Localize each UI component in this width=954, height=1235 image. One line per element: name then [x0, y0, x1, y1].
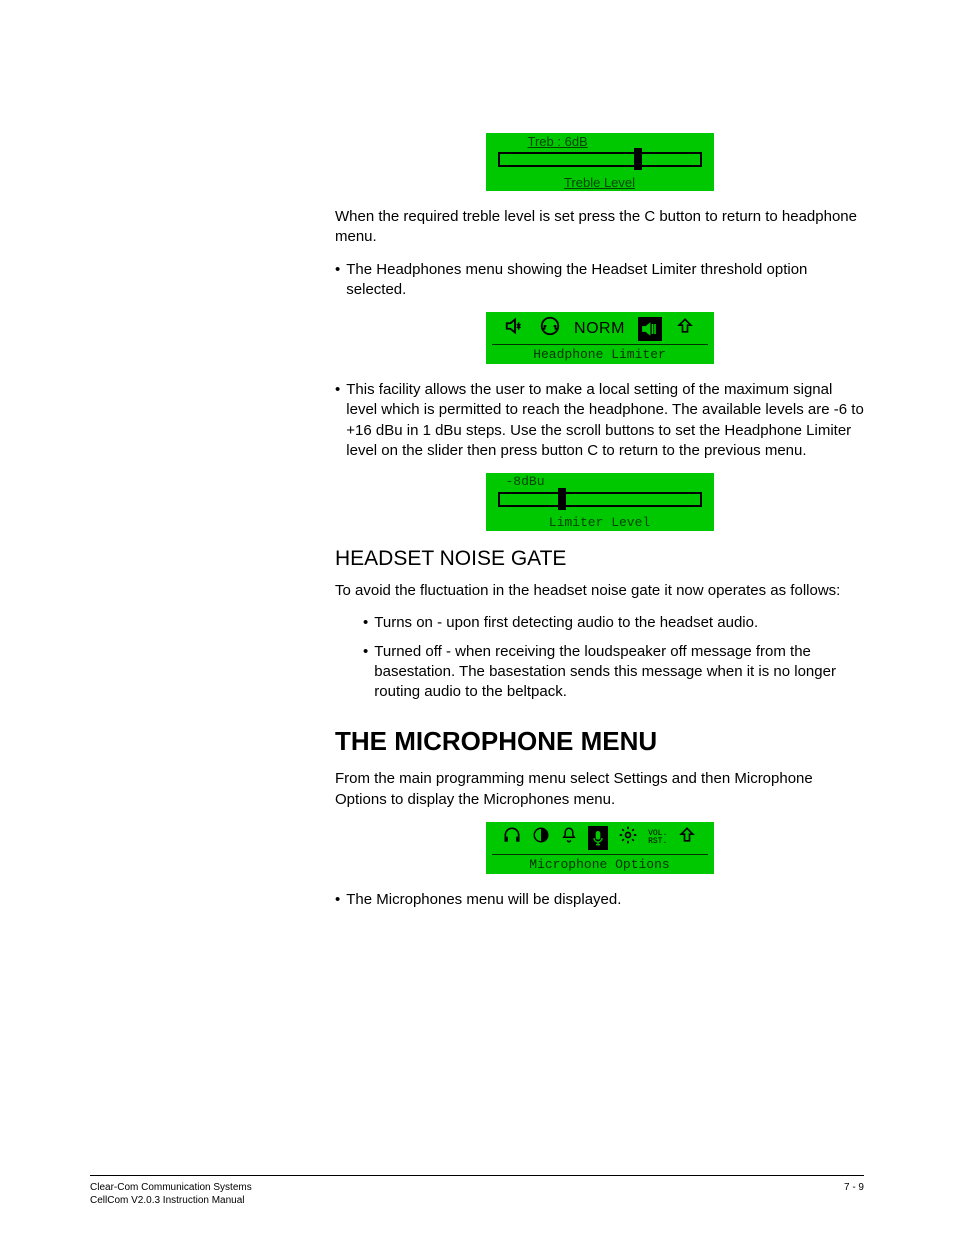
contrast-icon	[532, 826, 550, 849]
speaker-limit-icon-selected	[638, 317, 662, 341]
slider-handle	[558, 488, 566, 510]
vol-rst-label: VOL.RST.	[648, 830, 667, 846]
bullet-dot: •	[363, 613, 374, 633]
footer-rule	[90, 1175, 864, 1176]
heading-noise-gate: HEADSET NOISE GATE	[335, 547, 864, 571]
bullet-text: Turned off - when receiving the loudspea…	[374, 642, 864, 703]
slider-track	[498, 152, 702, 167]
bullet-dot: •	[363, 642, 374, 703]
heading-microphone-menu: THE MICROPHONE MENU	[335, 726, 864, 757]
headphones-icon	[502, 825, 522, 850]
microphone-icon-selected	[588, 826, 608, 850]
paragraph: From the main programming menu select Se…	[335, 769, 864, 810]
lcd-top-label: Treb : 6dB	[528, 134, 588, 149]
sub-bullet-item: • Turned off - when receiving the loudsp…	[335, 642, 864, 703]
footer-left: Clear-Com Communication Systems CellCom …	[90, 1182, 252, 1207]
bullet-text: This facility allows the user to make a …	[346, 380, 864, 461]
page-content: Treb : 6dB Treble Level When the require…	[0, 0, 954, 910]
lcd-top-label: -8dBu	[506, 474, 545, 489]
paragraph: To avoid the fluctuation in the headset …	[335, 581, 864, 601]
up-arrow-icon	[675, 316, 695, 341]
speaker-low-icon	[504, 315, 526, 342]
lcd-divider	[492, 854, 708, 855]
lcd-bottom-label: Limiter Level	[486, 515, 714, 530]
bullet-dot: •	[335, 890, 346, 910]
slider-handle	[634, 148, 642, 170]
bullet-text: The Microphones menu will be displayed.	[346, 890, 864, 910]
lcd-bottom-label: Microphone Options	[486, 857, 714, 872]
lcd-headphone-limiter-menu: NORM Headphone Limiter	[335, 312, 864, 364]
lcd-bottom-label: Treble Level	[486, 175, 714, 190]
lcd-limiter-level: -8dBu Limiter Level	[335, 473, 864, 531]
up-arrow-icon	[677, 825, 697, 850]
bullet-item: • The Microphones menu will be displayed…	[335, 890, 864, 910]
footer-page-number: 7 - 9	[844, 1182, 864, 1207]
lcd-divider	[492, 344, 708, 345]
slider-track	[498, 492, 702, 507]
bullet-dot: •	[335, 260, 346, 301]
footer-company: Clear-Com Communication Systems	[90, 1182, 252, 1195]
norm-label: NORM	[574, 320, 625, 338]
headphones-circle-icon	[539, 315, 561, 342]
lcd-treble-level: Treb : 6dB Treble Level	[335, 133, 864, 191]
bell-icon	[560, 825, 578, 850]
paragraph: When the required treble level is set pr…	[335, 207, 864, 248]
sub-bullet-item: • Turns on - upon first detecting audio …	[335, 613, 864, 633]
bullet-item: • This facility allows the user to make …	[335, 380, 864, 461]
bullet-dot: •	[335, 380, 346, 461]
footer-manual: CellCom V2.0.3 Instruction Manual	[90, 1195, 252, 1208]
bullet-text: The Headphones menu showing the Headset …	[346, 260, 864, 301]
lcd-microphone-options: VOL.RST. Microphone Options	[335, 822, 864, 874]
lcd-bottom-label: Headphone Limiter	[486, 347, 714, 362]
page-footer: Clear-Com Communication Systems CellCom …	[90, 1175, 864, 1207]
bullet-item: • The Headphones menu showing the Headse…	[335, 260, 864, 301]
bullet-text: Turns on - upon first detecting audio to…	[374, 613, 864, 633]
settings-icon	[618, 825, 638, 850]
